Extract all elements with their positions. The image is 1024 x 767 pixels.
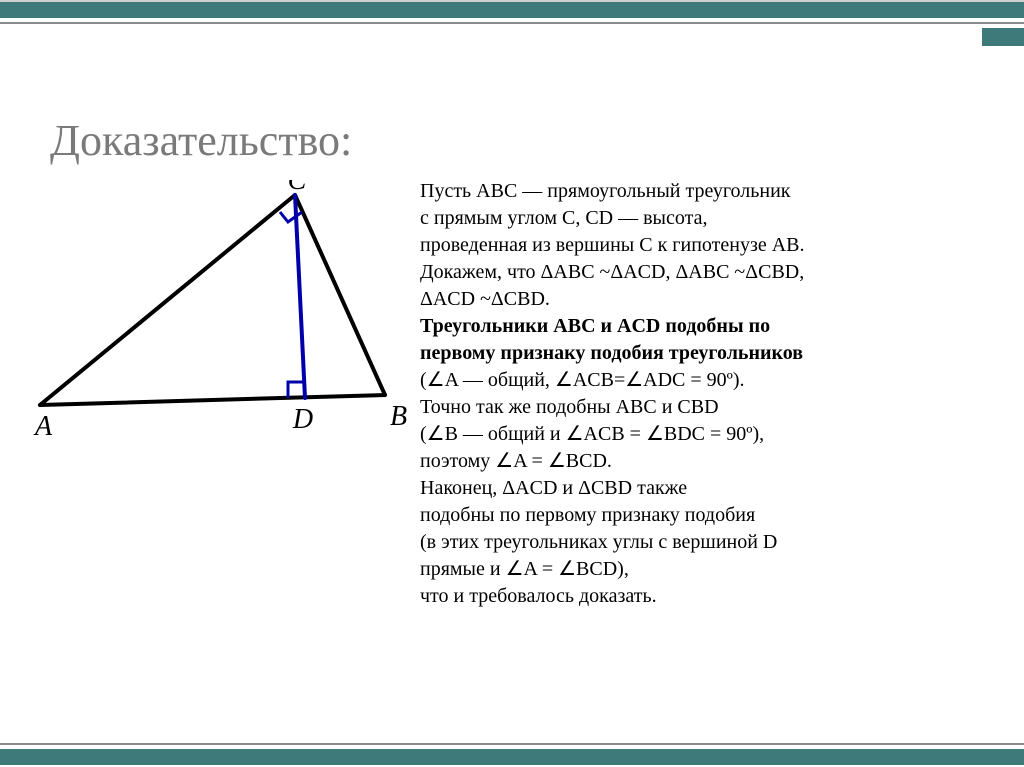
proof-line: Пусть ABC — прямоугольный треугольник bbox=[420, 178, 1000, 205]
slide-bottom-border bbox=[0, 743, 1024, 767]
proof-line-bold: Треугольники ABC и ACD подобны по bbox=[420, 313, 1000, 340]
svg-text:A: A bbox=[33, 411, 53, 440]
proof-line: проведенная из вершины C к гипотенузе AB… bbox=[420, 232, 1000, 259]
slide-title: Доказательство: bbox=[50, 115, 352, 166]
proof-line: прямые и ∠A = ∠BCD), bbox=[420, 556, 1000, 583]
proof-line: ΔACD ~ΔCBD. bbox=[420, 286, 1000, 313]
proof-line-bold: первому признаку подобия треугольников bbox=[420, 340, 1000, 367]
svg-text:D: D bbox=[292, 404, 313, 435]
slide-side-stub bbox=[982, 28, 1024, 46]
proof-line: поэтому ∠A = ∠BCD. bbox=[420, 448, 1000, 475]
triangle-figure: A B C D bbox=[30, 180, 430, 440]
proof-line: (∠A — общий, ∠ACB=∠ADC = 90º). bbox=[420, 367, 1000, 394]
proof-line: (∠B — общий и ∠ACB = ∠BDC = 90º), bbox=[420, 421, 1000, 448]
proof-body: Пусть ABC — прямоугольный треугольник с … bbox=[420, 178, 1000, 610]
proof-line: с прямым углом C, CD — высота, bbox=[420, 205, 1000, 232]
proof-line: Наконец, ΔACD и ΔCBD также bbox=[420, 475, 1000, 502]
proof-line: подобны по первому признаку подобия bbox=[420, 502, 1000, 529]
proof-line: что и требовалось доказать. bbox=[420, 583, 1000, 610]
proof-line: Точно так же подобны ABC и CBD bbox=[420, 394, 1000, 421]
slide-top-border bbox=[0, 0, 1024, 26]
svg-text:B: B bbox=[390, 401, 407, 432]
proof-line: (в этих треугольниках углы с вершиной D bbox=[420, 529, 1000, 556]
proof-line: Докажем, что ΔABC ~ΔACD, ΔABC ~ΔCBD, bbox=[420, 259, 1000, 286]
svg-text:C: C bbox=[288, 180, 307, 196]
